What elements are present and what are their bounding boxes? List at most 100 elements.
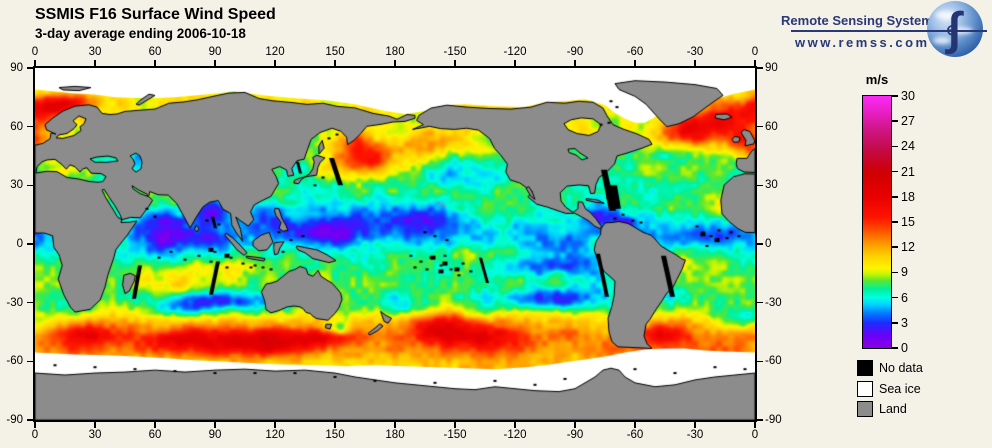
lat-tick-label: -60	[6, 355, 23, 368]
lon-tick	[634, 60, 636, 66]
colorbar-tick	[892, 322, 898, 324]
colorbar-tick-label: 21	[901, 164, 915, 179]
lat-tick	[757, 419, 763, 421]
lon-tick-label: -30	[686, 46, 704, 58]
integral-icon: ∫	[948, 2, 961, 54]
lon-tick-label: 120	[265, 429, 285, 441]
colorbar-tick-label: 9	[901, 265, 908, 280]
lat-tick-label: 0	[765, 238, 772, 250]
lon-tick-label: -120	[503, 429, 527, 441]
lat-tick-label: -30	[765, 296, 782, 309]
lon-tick-label: -60	[626, 429, 644, 441]
colorbar-tick	[892, 246, 898, 248]
lon-tick	[634, 422, 636, 428]
lon-tick-label: 0	[31, 46, 39, 58]
lat-tick	[27, 67, 33, 69]
lat-tick-label: 60	[765, 120, 778, 133]
lon-tick	[274, 60, 276, 66]
lon-tick-label: 60	[148, 46, 162, 58]
lon-tick-label: 150	[325, 46, 345, 58]
colorbar-unit-label: m/s	[865, 72, 889, 87]
lon-tick	[394, 60, 396, 66]
colorbar-tick	[892, 170, 898, 173]
lon-tick-label: -60	[626, 46, 644, 58]
lat-tick-label: 0	[16, 238, 23, 250]
lon-tick-label: -30	[686, 429, 704, 441]
lat-tick	[757, 125, 763, 128]
lat-tick	[27, 184, 33, 187]
crosshair-icon: ⊕	[946, 22, 959, 39]
lat-tick-label: -60	[765, 355, 782, 368]
lon-tick-label: -90	[566, 429, 584, 441]
lon-tick	[574, 422, 576, 428]
lat-tick	[757, 243, 763, 245]
remss-url: www.remss.com	[795, 35, 930, 50]
lat-tick	[27, 243, 33, 245]
colorbar-tick	[892, 271, 898, 274]
colorbar-tick-label: 24	[901, 139, 915, 154]
lat-tick	[27, 360, 33, 363]
lat-tick-label: 30	[10, 179, 23, 192]
lat-tick	[757, 360, 763, 363]
colorbar-tick-label: 3	[901, 315, 908, 330]
lat-tick-label: -30	[6, 296, 23, 309]
page-subtitle: 3-day average ending 2006-10-18	[35, 26, 246, 41]
legend-label: Sea ice	[879, 381, 921, 396]
lon-tick-label: 90	[208, 429, 222, 441]
lon-tick	[394, 422, 396, 428]
colorbar-tick	[892, 196, 898, 198]
lon-tick	[454, 422, 456, 428]
lon-tick	[514, 422, 516, 428]
lon-tick-label: 90	[208, 46, 222, 58]
lat-tick	[757, 184, 763, 187]
colorbar-tick-label: 0	[901, 341, 908, 355]
lon-tick	[94, 60, 96, 66]
logo-underline	[791, 30, 987, 32]
colorbar-tick	[892, 145, 898, 148]
legend-swatch	[857, 380, 873, 397]
colorbar-tick	[892, 296, 898, 299]
lon-tick	[154, 60, 156, 66]
lat-tick	[27, 125, 33, 128]
lat-tick-label: 60	[10, 120, 23, 133]
lon-tick	[334, 422, 336, 428]
legend-swatch	[857, 401, 873, 417]
colorbar-tick-label: 12	[901, 240, 915, 255]
remss-logo-text: Remote Sensing Systems	[781, 13, 940, 28]
lon-tick-label: -120	[503, 46, 527, 58]
lon-tick-label: 120	[265, 46, 285, 58]
lon-tick-label: 30	[88, 429, 102, 441]
lat-tick-label: -90	[765, 414, 782, 426]
lon-tick	[454, 60, 456, 66]
lat-tick-label: 90	[765, 62, 778, 74]
legend-swatch	[857, 360, 873, 376]
lon-tick-label: 0	[31, 429, 39, 441]
lon-tick-label: -150	[443, 46, 467, 58]
lon-tick	[154, 422, 156, 428]
lon-tick	[34, 422, 36, 428]
lon-tick-label: 180	[385, 46, 405, 58]
lat-tick-label: 90	[10, 62, 23, 74]
legend-label: Land	[879, 402, 907, 416]
colorbar-tick-label: 6	[901, 290, 908, 305]
lon-tick	[514, 60, 516, 66]
lat-tick-label: 30	[765, 179, 778, 192]
lon-tick-label: 30	[88, 46, 102, 58]
lon-tick	[274, 422, 276, 428]
colorbar-tick-label: 27	[901, 114, 915, 129]
lon-tick	[694, 60, 696, 66]
world-wind-speed-map	[35, 68, 755, 420]
lon-tick	[694, 422, 696, 428]
lon-tick	[574, 60, 576, 66]
lon-tick-label: 150	[325, 429, 345, 441]
lon-tick-label: 180	[385, 429, 405, 441]
colorbar-tick	[892, 95, 898, 97]
legend-label: No data	[879, 361, 923, 375]
colorbar-tick	[892, 221, 898, 223]
lat-tick	[27, 419, 33, 421]
lon-tick-label: 0	[751, 429, 759, 441]
lat-tick	[27, 301, 33, 304]
wind-speed-colorbar	[862, 95, 892, 349]
lat-tick	[757, 67, 763, 69]
